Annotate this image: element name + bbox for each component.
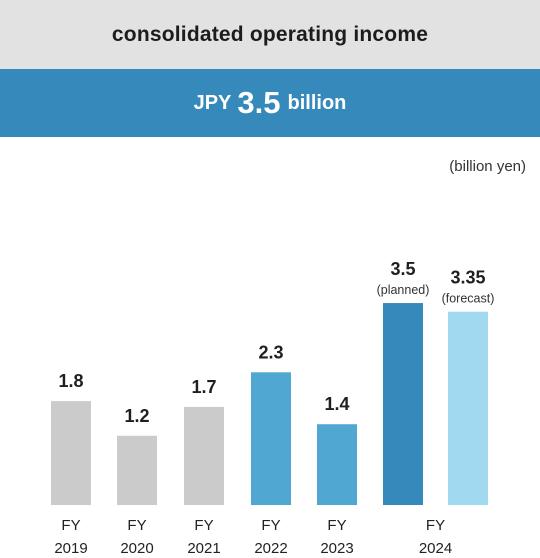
- x-group-tick-top-0: FY: [426, 517, 445, 534]
- bar-0: [51, 401, 91, 505]
- x-tick-top-1: FY: [127, 517, 146, 534]
- x-tick-top-0: FY: [61, 517, 80, 534]
- data-note-5: (planned): [377, 283, 430, 297]
- headline-banner: JPY 3.5 billion: [0, 69, 540, 137]
- x-tick-bottom-1: 2020: [120, 540, 153, 557]
- x-tick-top-4: FY: [327, 517, 346, 534]
- bar-3: [251, 372, 291, 505]
- data-label-2: 1.7: [191, 377, 216, 397]
- bar-4: [317, 424, 357, 505]
- headline-currency: JPY: [193, 91, 232, 114]
- data-label-1: 1.2: [124, 406, 149, 426]
- bar-6: [448, 311, 488, 505]
- x-tick-bottom-2: 2021: [187, 540, 220, 557]
- data-label-3: 2.3: [258, 342, 283, 362]
- x-group-tick-bottom-0: 2024: [419, 540, 452, 557]
- x-tick-bottom-0: 2019: [54, 540, 87, 557]
- bar-2: [184, 406, 224, 505]
- data-label-6: 3.35: [450, 268, 485, 288]
- headline-unit: billion: [287, 91, 347, 114]
- x-tick-top-2: FY: [194, 517, 213, 534]
- chart-title: consolidated operating income: [0, 0, 540, 69]
- data-label-0: 1.8: [58, 371, 83, 391]
- data-label-4: 1.4: [324, 394, 349, 414]
- x-tick-top-3: FY: [261, 517, 280, 534]
- data-label-5: 3.5: [390, 259, 415, 279]
- units-label: (billion yen): [449, 158, 526, 175]
- headline-value: 3.5: [237, 85, 281, 120]
- bar-5: [383, 303, 423, 505]
- data-note-6: (forecast): [442, 292, 495, 306]
- x-tick-bottom-3: 2022: [254, 540, 287, 557]
- x-tick-bottom-4: 2023: [320, 540, 353, 557]
- bar-1: [117, 435, 157, 505]
